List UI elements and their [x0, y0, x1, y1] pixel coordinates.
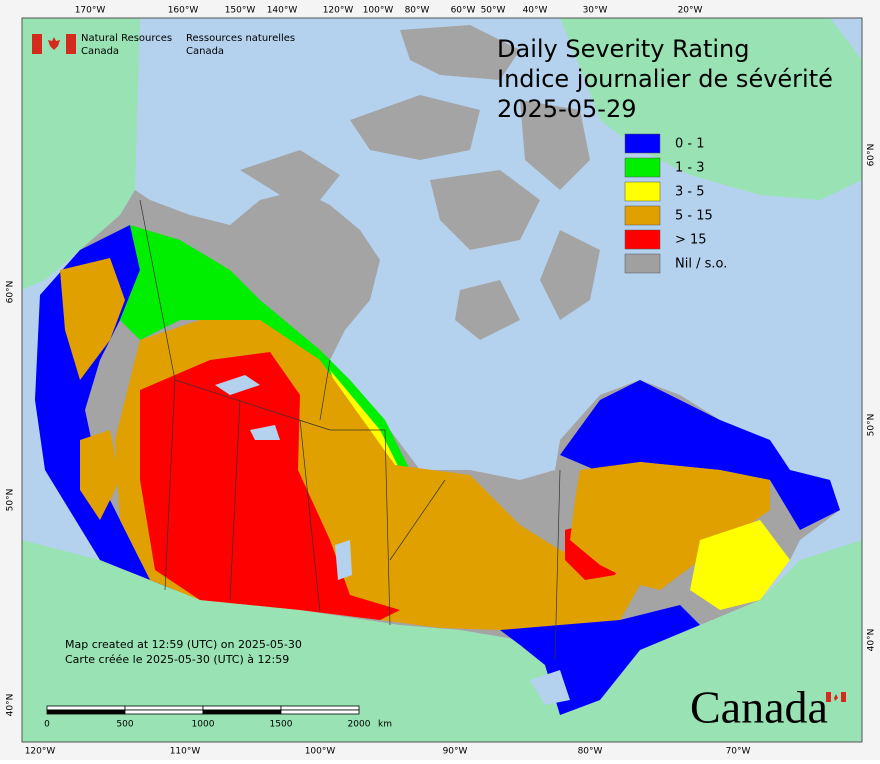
rating-ontario-south	[500, 605, 700, 715]
rating-maritimes	[690, 520, 790, 610]
legend-label: > 15	[675, 233, 707, 248]
rating-yellow-band	[330, 370, 400, 470]
legend-label: Nil / s.o.	[675, 257, 727, 272]
agency-fr: Canada	[186, 46, 224, 57]
scale-label: 500	[116, 720, 133, 730]
rating-bc-interior	[60, 258, 125, 520]
logo: Natural Resources Canada Ressources natu…	[32, 33, 295, 57]
scale-label: 2000	[348, 720, 371, 730]
wordmark: Canada	[690, 682, 846, 733]
rating-prairie-extreme	[140, 352, 400, 620]
graticule-label: 20°W	[678, 6, 703, 16]
graticule-label: 70°W	[726, 747, 751, 757]
scale-segment	[202, 705, 282, 711]
legend-swatch	[624, 157, 661, 178]
title: Indice journalier de sévérité	[497, 65, 833, 93]
scale-segment	[280, 709, 360, 715]
scale-unit: km	[378, 720, 392, 730]
graticule-label: 40°N	[867, 629, 877, 652]
graticule-label: 50°N	[6, 489, 16, 512]
graticule-label: 30°W	[583, 6, 608, 16]
graticule-label: 40°N	[6, 694, 16, 717]
legend-swatch	[624, 133, 661, 154]
graticule-label: 40°W	[523, 6, 548, 16]
frame	[21, 17, 863, 743]
legend-label: 3 - 5	[675, 185, 705, 200]
rating-quebec-south	[570, 462, 770, 590]
scale-segment	[202, 709, 282, 715]
scale-segment	[46, 709, 126, 715]
note: Map created at 12:59 (UTC) on 2025-05-30	[65, 638, 302, 651]
arctic-islands	[240, 25, 600, 340]
note: Carte créée le 2025-05-30 (UTC) à 12:59	[65, 653, 289, 666]
graticule-label: 110°W	[170, 747, 201, 757]
graticule-label: 140°W	[267, 6, 298, 16]
legend-swatch	[624, 205, 661, 226]
legend-label: 0 - 1	[675, 137, 705, 152]
graticule-label: 170°W	[75, 6, 106, 16]
graticule-label: 90°W	[443, 747, 468, 757]
graticule-label: 100°W	[363, 6, 394, 16]
graticule-label: 120°W	[323, 6, 354, 16]
graticule-label: 100°W	[305, 747, 336, 757]
wordmark-text: Canada	[690, 682, 828, 733]
scale-segment	[124, 709, 204, 715]
graticule-label: 80°W	[405, 6, 430, 16]
scale-bar: 0 500 1000 1500 2000 km	[44, 705, 392, 730]
title: Daily Severity Rating	[497, 35, 749, 63]
legend: 0 - 1 1 - 3 3 - 5 5 - 15 > 15 Nil / s.o.	[624, 133, 727, 274]
legend-swatch	[624, 253, 661, 274]
hudson-bay	[380, 350, 560, 478]
graticule-labels: 170°W 160°W 150°W 140°W 120°W 100°W 80°W 60°W 50…	[6, 6, 877, 757]
rating-quebec-north	[560, 380, 840, 530]
legend-swatch	[624, 181, 661, 202]
legend-swatch	[624, 229, 661, 250]
agency-fr: Ressources naturelles	[186, 33, 295, 44]
graticule-label: 60°W	[451, 6, 476, 16]
graticule-label: 160°W	[168, 6, 199, 16]
graticule-label: 60°N	[867, 144, 877, 167]
agency-en: Canada	[81, 46, 119, 57]
scale-segment	[280, 705, 360, 711]
legend-label: 5 - 15	[675, 209, 713, 224]
greenland	[560, 18, 862, 200]
united-states	[22, 540, 862, 742]
alaska	[22, 18, 140, 290]
graticule-label: 50°N	[867, 414, 877, 437]
graticule-label: 80°W	[578, 747, 603, 757]
scale-label: 1500	[270, 720, 293, 730]
provincial-borders	[139, 199, 561, 661]
legend-label: 1 - 3	[675, 161, 705, 176]
title: 2025-05-29	[497, 95, 636, 123]
map-area	[22, 18, 862, 742]
scale-segment	[46, 705, 126, 711]
graticule-label: 60°N	[6, 281, 16, 304]
scale-label: 0	[44, 720, 50, 730]
graticule-label: 150°W	[225, 6, 256, 16]
agency-en: Natural Resources	[81, 33, 172, 44]
graticule-label: 50°W	[481, 6, 506, 16]
scale-segment	[124, 705, 204, 711]
scale-label: 1000	[192, 720, 215, 730]
graticule-label: 120°W	[25, 747, 56, 757]
